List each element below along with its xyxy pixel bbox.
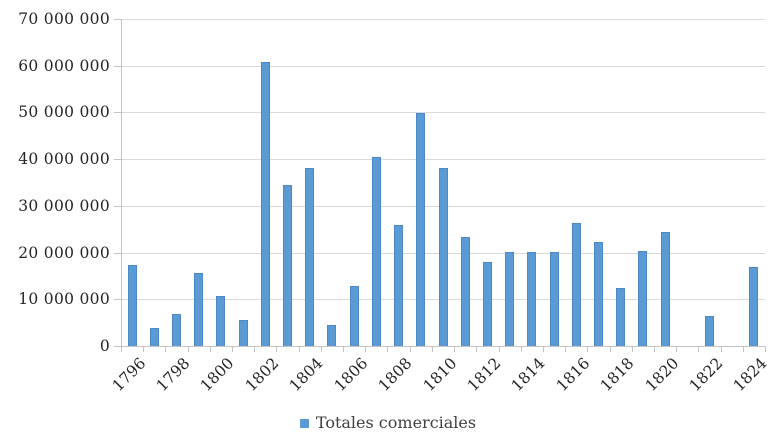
x-tick <box>676 347 678 352</box>
bar-1802 <box>260 62 270 346</box>
y-tick-label: 40 000 000 <box>18 150 110 169</box>
legend-color-swatch-icon <box>299 418 309 428</box>
x-tick-label: 1796 <box>108 354 150 395</box>
y-tick-label: 70 000 000 <box>18 10 110 28</box>
x-tick <box>431 347 433 352</box>
bar-1824 <box>749 267 759 346</box>
legend-label: Totales comerciales <box>315 413 477 432</box>
x-tick <box>254 347 256 352</box>
bar-1819 <box>638 250 648 346</box>
x-tick <box>609 347 611 352</box>
x-tick <box>365 347 367 352</box>
bar-1811 <box>460 237 470 346</box>
bar-1804 <box>305 167 315 346</box>
x-tick <box>454 347 456 352</box>
bar-1803 <box>283 184 293 346</box>
x-tick <box>631 347 633 352</box>
x-tick <box>698 347 700 352</box>
gridline <box>121 19 765 20</box>
bar-1812 <box>482 262 492 346</box>
x-tick-label: 1806 <box>330 354 372 395</box>
y-tick <box>114 299 121 301</box>
gridline <box>121 65 765 67</box>
x-tick <box>232 347 234 352</box>
bar-1820 <box>660 231 670 346</box>
y-tick-label: 0 <box>99 337 110 355</box>
y-tick <box>114 19 121 20</box>
x-tick-label: 1812 <box>463 354 505 395</box>
x-tick-label: 1800 <box>197 354 238 395</box>
x-tick <box>387 347 389 352</box>
y-axis <box>121 19 122 346</box>
x-axis <box>121 346 766 347</box>
bar-1810 <box>438 168 448 346</box>
x-tick-label: 1810 <box>419 354 461 395</box>
x-tick-label: 1818 <box>597 354 638 395</box>
bar-1801 <box>238 319 248 346</box>
x-tick <box>742 347 744 352</box>
bar-1800 <box>216 295 226 346</box>
bar-1817 <box>593 242 603 346</box>
x-tick <box>565 347 567 352</box>
x-tick <box>765 347 766 352</box>
bar-1797 <box>149 328 159 346</box>
x-tick <box>187 347 189 352</box>
x-tick <box>320 347 322 352</box>
y-tick-label: 10 000 000 <box>18 290 110 309</box>
x-tick <box>720 347 722 352</box>
x-tick <box>143 347 145 352</box>
x-tick-label: 1798 <box>152 354 194 395</box>
x-tick-label: 1804 <box>286 354 327 395</box>
x-tick-label: 1802 <box>241 354 283 395</box>
y-tick <box>114 65 121 67</box>
y-tick <box>114 346 121 347</box>
legend: Totales comerciales <box>0 412 776 434</box>
x-tick <box>653 347 655 352</box>
x-tick-label: 1822 <box>685 354 727 395</box>
y-tick-label: 20 000 000 <box>18 243 110 262</box>
bar-1822 <box>704 315 714 346</box>
bar-1816 <box>571 223 581 346</box>
bar-1818 <box>616 288 626 346</box>
bar-1814 <box>527 251 537 346</box>
x-tick-label: 1820 <box>641 354 683 395</box>
x-tick <box>165 347 167 352</box>
bar-1809 <box>416 113 426 346</box>
x-tick-label: 1808 <box>374 354 416 395</box>
bar-1798 <box>172 314 182 346</box>
x-tick <box>542 347 544 352</box>
bar-1799 <box>194 273 204 346</box>
bar-1805 <box>327 325 337 346</box>
bar-1815 <box>549 251 559 346</box>
y-tick <box>114 112 121 114</box>
y-tick-label: 60 000 000 <box>18 56 110 75</box>
bar-1808 <box>394 224 404 346</box>
x-tick <box>298 347 300 352</box>
x-tick <box>209 347 211 352</box>
x-tick <box>476 347 478 352</box>
bar-1796 <box>127 264 137 346</box>
y-tick <box>114 205 121 207</box>
bar-1807 <box>371 156 381 346</box>
gridline <box>121 159 765 161</box>
x-tick <box>520 347 522 352</box>
y-tick <box>114 159 121 161</box>
x-tick <box>587 347 589 352</box>
x-tick-label: 1824 <box>730 354 771 395</box>
x-tick <box>121 347 122 352</box>
x-tick <box>498 347 500 352</box>
y-tick-label: 30 000 000 <box>18 196 110 215</box>
bar-1806 <box>349 285 359 346</box>
y-tick <box>114 252 121 254</box>
x-tick <box>343 347 345 352</box>
y-tick-label: 50 000 000 <box>18 103 110 122</box>
bar-1813 <box>505 252 515 346</box>
x-tick <box>276 347 278 352</box>
x-tick-label: 1816 <box>552 354 594 395</box>
x-tick-label: 1814 <box>508 354 549 395</box>
x-tick <box>409 347 411 352</box>
gridline <box>121 112 765 114</box>
